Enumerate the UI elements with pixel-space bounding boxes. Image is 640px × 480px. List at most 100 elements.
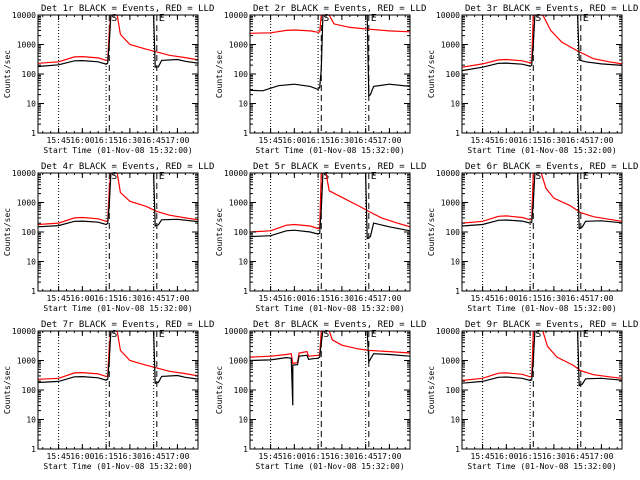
y-tick-label: 10 <box>450 100 460 109</box>
x-tick-label: 16:30 <box>542 294 566 303</box>
y-tick-label: 10 <box>26 416 36 425</box>
marker-label-s: S <box>111 171 117 182</box>
y-tick-label: 1000 <box>441 41 460 50</box>
x-tick-label: 16:30 <box>118 452 142 461</box>
y-tick-label: 10000 <box>224 327 248 336</box>
marker-label-s: S <box>535 329 541 340</box>
panel-title: Det 7r BLACK = Events, RED = LLD <box>41 320 214 330</box>
x-tick-label: 16:00 <box>70 452 94 461</box>
series-lld-line <box>462 15 622 68</box>
x-tick-label: 15:45 <box>47 294 71 303</box>
x-tick-label: 15:45 <box>47 452 71 461</box>
marker-label-e: E <box>371 171 377 182</box>
x-tick-label: 16:15 <box>306 452 330 461</box>
marker-label-s: S <box>323 13 329 24</box>
panel-title: Det 4r BLACK = Events, RED = LLD <box>41 162 214 172</box>
x-tick-label: 16:00 <box>494 136 518 145</box>
y-tick-label: 100 <box>446 386 461 395</box>
y-tick-label: 100 <box>22 70 37 79</box>
x-tick-label: 15:45 <box>471 136 495 145</box>
y-tick-label: 1000 <box>17 357 36 366</box>
x-axis-label: Start Time (01-Nov-08 15:32:00) <box>255 146 404 155</box>
series-events-line <box>38 173 198 228</box>
x-tick-label: 17:00 <box>377 294 401 303</box>
panel-title: Det 9r BLACK = Events, RED = LLD <box>465 320 638 330</box>
y-tick-label: 100 <box>22 386 37 395</box>
x-tick-label: 16:30 <box>542 452 566 461</box>
y-axis-label: Counts/sec <box>215 208 224 256</box>
series-lld-line <box>38 173 198 226</box>
x-tick-label: 16:45 <box>142 136 166 145</box>
y-tick-label: 1 <box>243 445 248 454</box>
y-tick-label: 1000 <box>441 199 460 208</box>
y-tick-label: 10000 <box>436 327 460 336</box>
x-tick-label: 16:30 <box>118 294 142 303</box>
y-tick-label: 10 <box>450 416 460 425</box>
x-tick-label: 16:15 <box>518 136 542 145</box>
y-tick-label: 1000 <box>229 357 248 366</box>
marker-label-e: E <box>159 329 165 340</box>
x-tick-label: 16:45 <box>142 452 166 461</box>
y-tick-label: 10 <box>238 100 248 109</box>
y-tick-label: 1 <box>455 287 460 296</box>
y-axis-label: Counts/sec <box>427 50 436 98</box>
y-tick-label: 1000 <box>229 199 248 208</box>
x-tick-label: 16:30 <box>118 136 142 145</box>
marker-label-e: E <box>159 171 165 182</box>
series-lld-line <box>250 331 410 365</box>
x-tick-label: 16:15 <box>94 452 118 461</box>
x-tick-label: 16:15 <box>518 452 542 461</box>
y-tick-label: 100 <box>234 70 249 79</box>
y-tick-label: 10000 <box>224 11 248 20</box>
x-axis-label: Start Time (01-Nov-08 15:32:00) <box>43 304 192 313</box>
x-axis-label: Start Time (01-Nov-08 15:32:00) <box>467 462 616 471</box>
x-tick-label: 16:00 <box>70 136 94 145</box>
y-tick-label: 100 <box>22 228 37 237</box>
plot-frame <box>37 330 199 450</box>
x-tick-label: 16:00 <box>282 294 306 303</box>
y-tick-label: 1000 <box>17 199 36 208</box>
plot-frame <box>37 14 199 134</box>
x-tick-label: 16:45 <box>354 294 378 303</box>
marker-label-e: E <box>371 329 377 340</box>
series-events-line <box>250 331 410 406</box>
x-axis-label: Start Time (01-Nov-08 15:32:00) <box>255 304 404 313</box>
series-lld-line <box>250 173 410 233</box>
y-tick-label: 10 <box>450 258 460 267</box>
series-events-line <box>38 15 198 68</box>
y-tick-label: 10000 <box>12 169 36 178</box>
x-tick-label: 17:00 <box>589 294 613 303</box>
y-axis-label: Counts/sec <box>427 366 436 414</box>
y-tick-label: 1 <box>31 129 36 138</box>
panel-title: Det 2r BLACK = Events, RED = LLD <box>253 4 426 14</box>
x-tick-label: 16:15 <box>94 136 118 145</box>
x-tick-label: 17:00 <box>377 452 401 461</box>
x-tick-label: 16:00 <box>494 294 518 303</box>
x-tick-label: 16:45 <box>566 136 590 145</box>
series-events-line <box>38 331 198 384</box>
x-tick-label: 16:00 <box>70 294 94 303</box>
series-lld-line <box>38 331 198 380</box>
x-tick-label: 16:00 <box>282 452 306 461</box>
x-axis-label: Start Time (01-Nov-08 15:32:00) <box>467 146 616 155</box>
y-axis-label: Counts/sec <box>215 366 224 414</box>
y-tick-label: 1 <box>31 445 36 454</box>
series-events-line <box>462 173 622 230</box>
marker-label-e: E <box>583 329 589 340</box>
marker-label-s: S <box>111 13 117 24</box>
marker-label-s: S <box>111 329 117 340</box>
plot-frame <box>461 14 623 134</box>
x-tick-label: 16:45 <box>354 136 378 145</box>
x-tick-label: 16:15 <box>518 294 542 303</box>
x-tick-label: 16:30 <box>330 294 354 303</box>
panel-title: Det 3r BLACK = Events, RED = LLD <box>465 4 638 14</box>
x-tick-label: 16:15 <box>306 136 330 145</box>
x-tick-label: 16:30 <box>542 136 566 145</box>
y-axis-label: Counts/sec <box>427 208 436 256</box>
